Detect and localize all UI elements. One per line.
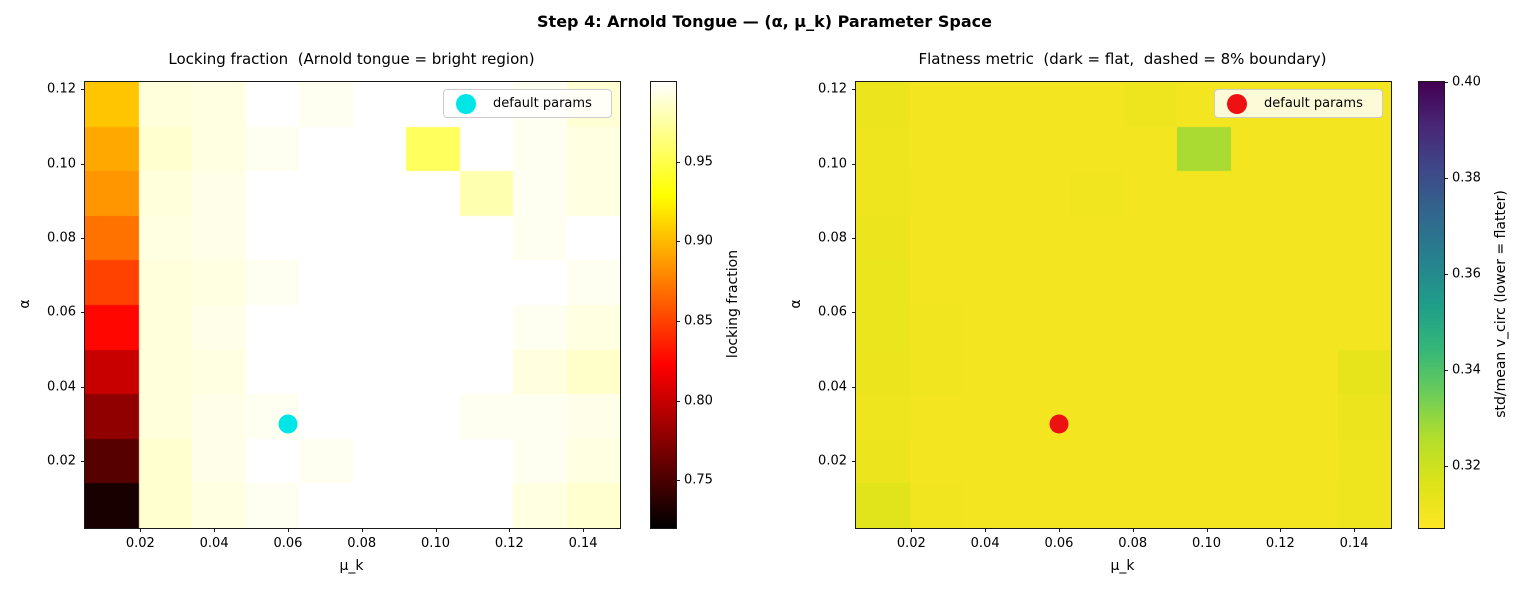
x-tick-label: 0.12	[494, 536, 524, 551]
right-colorbar: 0.32 0.34 0.36 0.38 0.40	[1418, 75, 1481, 529]
x-tick-mark	[1354, 528, 1356, 532]
y-tick-label: 0.12	[47, 81, 76, 97]
left-heatmap-canvas	[85, 82, 620, 528]
left-colorbar: 0.75 0.80 0.85 0.90 0.95	[650, 81, 713, 529]
y-tick-mark	[81, 163, 85, 165]
left-default-params-marker	[278, 414, 298, 434]
colorbar-tick-label: 0.40	[1452, 74, 1481, 90]
right-colorbar-gradient	[1419, 82, 1444, 528]
x-tick-label: 0.14	[1339, 536, 1369, 551]
x-tick-mark	[1132, 528, 1134, 532]
y-tick-mark	[81, 312, 85, 314]
x-tick-label: 0.02	[125, 536, 155, 551]
y-tick-label: 0.12	[818, 81, 847, 97]
x-tick-label: 0.02	[896, 536, 926, 551]
y-tick-label: 0.08	[47, 230, 76, 246]
colorbar-tick-label: 0.32	[1452, 458, 1481, 474]
x-tick-label: 0.08	[347, 536, 377, 551]
colorbar-tick-label: 0.36	[1452, 266, 1481, 282]
y-tick-mark	[852, 461, 856, 463]
x-tick-mark	[985, 528, 987, 532]
y-tick-label: 0.06	[47, 304, 76, 320]
colorbar-tick-mark	[1444, 82, 1448, 83]
colorbar-tick-label: 0.90	[684, 233, 713, 249]
y-tick-mark	[852, 89, 856, 91]
x-tick-mark	[583, 528, 585, 532]
right-y-axis-label: α	[788, 299, 804, 309]
colorbar-tick-label: 0.85	[684, 313, 713, 329]
left-heatmap-axes: default params 0.02 0.04 0.06 0.08 0.10 0.12 0…	[47, 81, 621, 551]
y-tick-mark	[852, 238, 856, 240]
y-tick-mark	[852, 163, 856, 165]
x-tick-mark	[1058, 528, 1060, 532]
x-tick-mark	[361, 528, 363, 532]
x-tick-label: 0.14	[568, 536, 598, 551]
y-tick-mark	[81, 238, 85, 240]
right-heatmap-canvas	[856, 82, 1391, 528]
figure-title: Step 4: Arnold Tongue — (α, μ_k) Paramet…	[537, 12, 992, 31]
left-legend-label: default params	[493, 96, 592, 111]
y-tick-label: 0.02	[47, 453, 76, 469]
y-tick-label: 0.08	[818, 230, 847, 246]
y-tick-label: 0.06	[818, 304, 847, 320]
x-tick-mark	[509, 528, 511, 532]
right-legend-marker-icon	[1227, 93, 1247, 114]
x-tick-label: 0.04	[970, 536, 1000, 551]
right-default-params-marker	[1049, 414, 1069, 434]
colorbar-tick-mark	[1444, 465, 1448, 467]
y-tick-label: 0.02	[818, 453, 847, 469]
colorbar-tick-label: 0.75	[684, 472, 713, 488]
colorbar-tick-label: 0.80	[684, 393, 713, 409]
colorbar-tick-label: 0.38	[1452, 170, 1481, 186]
left-legend: default params	[443, 89, 612, 118]
y-tick-mark	[81, 386, 85, 388]
right-plot-title: Flatness metric (dark = flat, dashed = 8…	[918, 50, 1327, 68]
right-x-axis-label: μ_k	[1110, 558, 1135, 574]
left-plot-title: Locking fraction (Arnold tongue = bright…	[168, 50, 535, 68]
x-tick-mark	[1280, 528, 1282, 532]
y-tick-label: 0.04	[47, 379, 76, 395]
x-tick-mark	[1206, 528, 1208, 532]
x-tick-mark	[435, 528, 437, 532]
colorbar-tick-mark	[676, 161, 680, 163]
y-tick-label: 0.10	[47, 156, 76, 172]
y-tick-mark	[852, 386, 856, 388]
right-heatmap-axes: default params 0.02 0.04 0.06 0.08 0.10 0.12 0…	[818, 81, 1392, 551]
left-colorbar-gradient	[651, 82, 676, 528]
left-x-axis-label: μ_k	[339, 558, 364, 574]
left-colorbar-label: locking fraction	[725, 249, 741, 359]
y-tick-label: 0.10	[818, 156, 847, 172]
colorbar-tick-mark	[676, 480, 680, 482]
x-tick-mark	[214, 528, 216, 532]
colorbar-tick-mark	[676, 241, 680, 243]
right-legend: default params	[1214, 89, 1383, 118]
y-tick-mark	[81, 461, 85, 463]
colorbar-tick-label: 0.34	[1452, 362, 1481, 378]
x-tick-mark	[287, 528, 289, 532]
y-tick-mark	[852, 312, 856, 314]
x-tick-mark	[140, 528, 142, 532]
x-tick-label: 0.08	[1118, 536, 1148, 551]
colorbar-tick-mark	[1444, 369, 1448, 371]
colorbar-tick-label: 0.95	[684, 154, 713, 170]
y-tick-mark	[81, 89, 85, 91]
left-legend-marker-icon	[456, 93, 476, 114]
left-y-axis-label: α	[17, 299, 33, 309]
x-tick-label: 0.12	[1265, 536, 1295, 551]
x-tick-label: 0.06	[273, 536, 303, 551]
right-colorbar-label: std/mean v_circ (lower = flatter)	[1493, 190, 1509, 418]
x-tick-label: 0.04	[199, 536, 229, 551]
colorbar-tick-mark	[1444, 177, 1448, 179]
x-tick-label: 0.06	[1044, 536, 1074, 551]
colorbar-tick-mark	[676, 320, 680, 322]
x-tick-label: 0.10	[421, 536, 450, 551]
colorbar-tick-mark	[676, 400, 680, 402]
x-tick-label: 0.10	[1192, 536, 1221, 551]
x-tick-mark	[911, 528, 913, 532]
colorbar-tick-mark	[1444, 273, 1448, 275]
right-legend-label: default params	[1264, 96, 1363, 111]
y-tick-label: 0.04	[818, 379, 847, 395]
